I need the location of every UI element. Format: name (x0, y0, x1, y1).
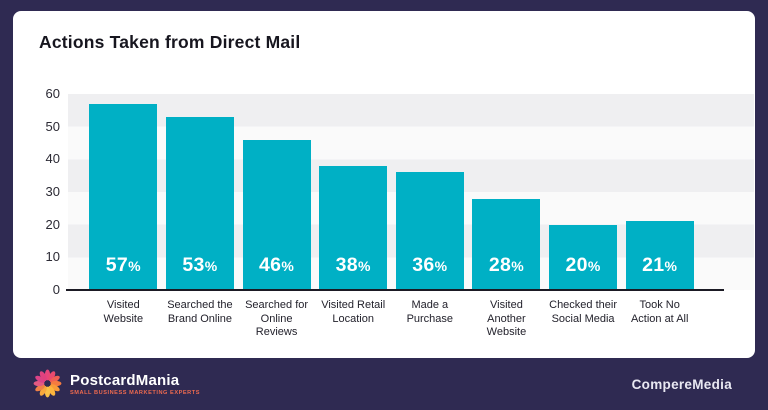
bar-value-number: 53 (182, 254, 205, 276)
bar-value-label: 57% (89, 254, 157, 277)
bar-value-label: 46% (243, 254, 311, 277)
bar-value-number: 28 (488, 254, 512, 276)
x-axis-label: Took No Action at All (630, 299, 689, 325)
percent-sign: % (587, 258, 601, 274)
bar-value-label: 38% (319, 254, 387, 277)
x-axis-label: Visited Another Website (486, 299, 527, 338)
logo-wordmark: PostcardMania (70, 371, 180, 389)
bar-value-label: 28% (472, 254, 540, 277)
bar: 21% (625, 221, 694, 290)
y-axis-tick: 40 (45, 151, 60, 167)
x-axis-label: Checked their Social Media (549, 299, 617, 325)
percent-sign: % (664, 258, 678, 274)
x-axis-label: Visited Retail Location (321, 299, 386, 325)
x-axis-line (66, 289, 724, 291)
percent-sign: % (128, 258, 141, 274)
attribution-logo: CompereMedia (631, 377, 732, 392)
bar: 36% (395, 172, 464, 290)
x-axis-label: Searched for Online Reviews (245, 299, 309, 338)
bar: 53% (165, 116, 234, 290)
starburst-flower-icon (32, 368, 63, 399)
bar: 46% (242, 139, 311, 290)
bar-column: 46% (238, 94, 315, 290)
plot-area: 57% 53% 46% 38% 36% 28% 20% 21% (68, 94, 754, 290)
bar-value-number: 38 (335, 254, 358, 276)
bar-column: 28% (468, 94, 545, 290)
bar-column: 20% (545, 94, 622, 290)
footer: PostcardMania SMALL BUSINESS MARKETING E… (0, 358, 768, 410)
bar-value-number: 20 (565, 254, 588, 276)
bar: 20% (549, 224, 618, 290)
bar-column: 36% (392, 94, 469, 290)
y-axis-tick: 50 (45, 118, 60, 134)
bar: 57% (89, 103, 158, 290)
bar-column: 57% (85, 94, 162, 290)
y-axis-tick: 30 (45, 184, 60, 199)
bar-value-label: 53% (166, 254, 234, 277)
logo-tagline: SMALL BUSINESS MARKETING EXPERTS (70, 389, 201, 396)
bar-value-number: 57 (105, 254, 129, 276)
bar-value-label: 36% (396, 254, 464, 277)
bar-value-number: 21 (642, 254, 665, 276)
logo-text: PostcardMania SMALL BUSINESS MARKETING E… (70, 372, 200, 396)
chart-card: Actions Taken from Direct Mail 57% 53% 46%… (13, 11, 755, 358)
bar-column: 38% (315, 94, 392, 290)
postcardmania-logo: PostcardMania SMALL BUSINESS MARKETING E… (32, 368, 200, 399)
bar-value-number: 36 (412, 254, 435, 276)
percent-sign: % (434, 258, 448, 274)
y-axis-tick: 60 (45, 86, 60, 101)
bar-column: 53% (162, 94, 239, 290)
bar: 38% (319, 165, 388, 290)
y-axis-tick: 20 (45, 216, 60, 232)
bar-column: 21% (621, 94, 698, 290)
percent-sign: % (204, 258, 218, 274)
bars-row: 57% 53% 46% 38% 36% 28% 20% 21% (85, 94, 698, 290)
x-axis-label: Made a Purchase (406, 299, 454, 325)
chart-title: Actions Taken from Direct Mail (39, 32, 301, 52)
y-axis-tick: 0 (52, 282, 60, 297)
bar-value-label: 21% (626, 254, 694, 277)
percent-sign: % (357, 258, 371, 274)
bar-value-label: 20% (549, 254, 617, 277)
x-axis-label: Searched the Brand Online (167, 299, 233, 325)
percent-sign: % (511, 258, 524, 274)
bar: 28% (472, 198, 541, 290)
percent-sign: % (281, 258, 295, 274)
x-axis-label: Visited Website (103, 299, 144, 325)
bar-value-number: 46 (259, 254, 282, 276)
x-axis-labels: Visited Website Searched the Brand Online… (85, 299, 698, 340)
y-axis-tick: 10 (45, 249, 60, 265)
